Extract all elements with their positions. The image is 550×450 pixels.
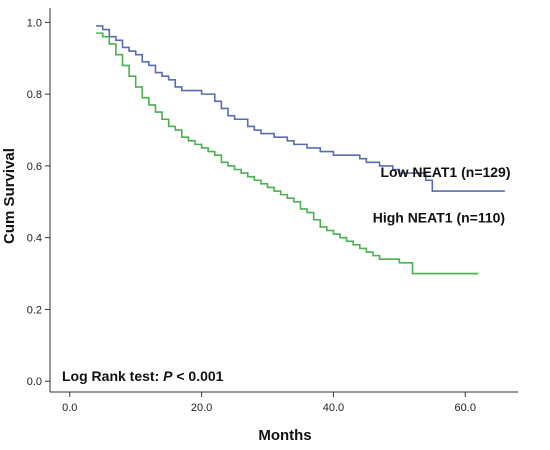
y-tick-label: 0.4 [27,233,42,245]
annotation-p: P [163,368,173,384]
y-tick-label: 0.0 [27,376,42,388]
x-axis-title: Months [258,427,311,444]
annotation-prefix: Log Rank test: [62,368,163,384]
x-ticks: 0.0 20.0 40.0 60.0 [62,392,476,414]
series-layer [96,25,505,275]
x-tick-label: 20.0 [191,402,212,414]
y-axis-title: Cum Survival [1,148,18,244]
y-ticks: 0.0 0.2 0.4 0.6 0.8 1.0 [27,17,50,388]
annotation-suffix: < 0.001 [172,368,223,384]
log-rank-annotation: Log Rank test: P < 0.001 [62,368,224,384]
y-tick-label: 0.8 [27,89,42,101]
x-tick-label: 60.0 [455,402,476,414]
x-tick-label: 40.0 [323,402,344,414]
y-tick-label: 0.6 [27,161,42,173]
survival-curve-low [96,25,505,192]
x-tick-label: 0.0 [62,402,77,414]
axes: 0.0 0.2 0.4 0.6 0.8 1.0 0.0 20.0 40.0 60.0 [27,8,518,414]
y-tick-label: 1.0 [27,17,42,29]
series-label-high: High NEAT1 (n=110) [373,210,505,226]
series-labels: Low NEAT1 (n=129) High NEAT1 (n=110) [373,164,511,226]
y-tick-label: 0.2 [27,304,42,316]
survival-curve-high [96,32,479,275]
series-label-low: Low NEAT1 (n=129) [380,164,510,180]
